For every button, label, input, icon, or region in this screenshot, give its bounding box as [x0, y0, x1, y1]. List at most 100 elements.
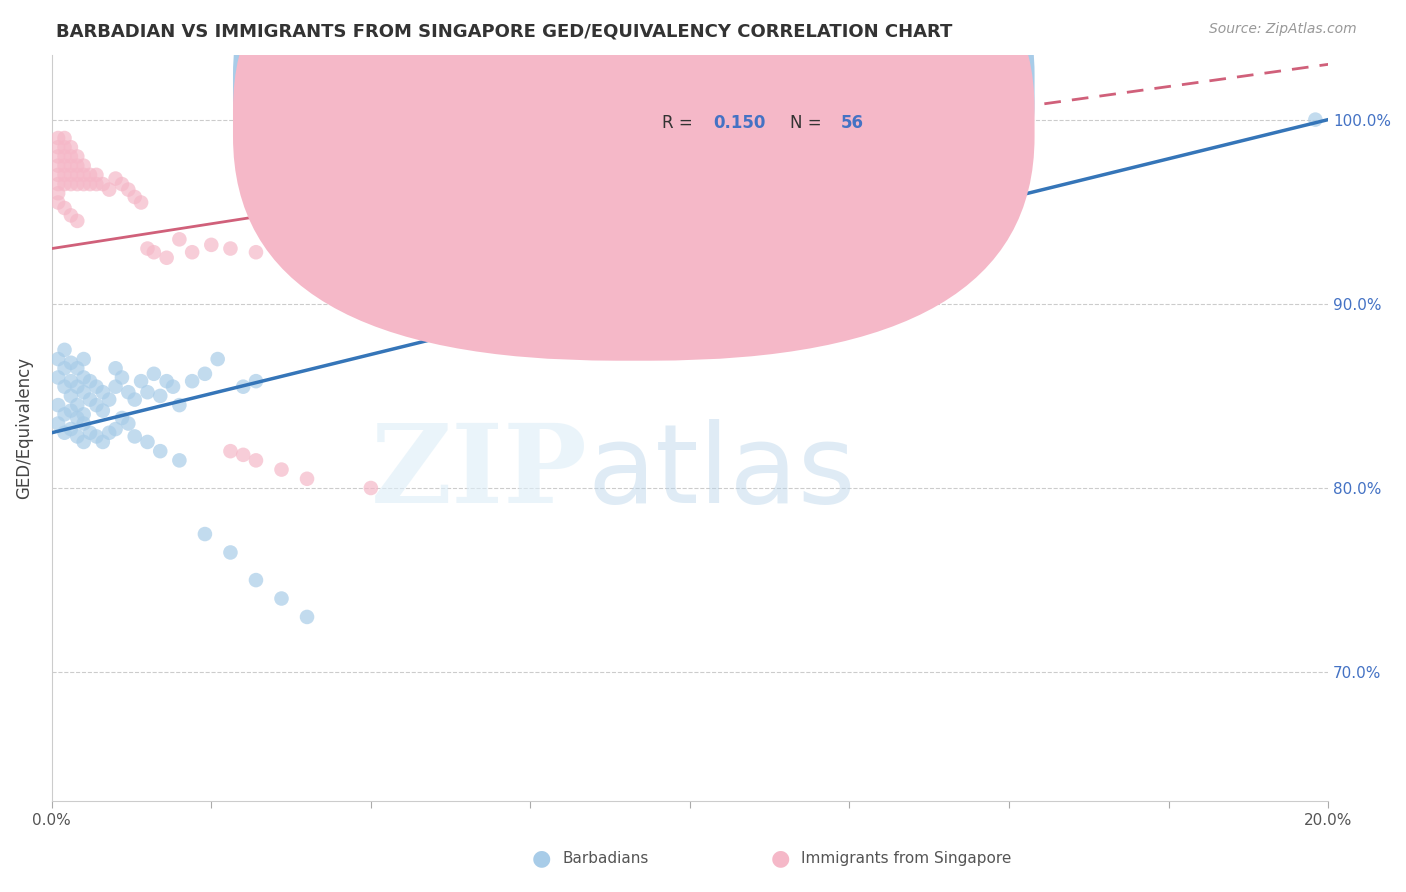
Point	[98, 392, 121, 407]
Point	[104, 361, 127, 376]
Point	[59, 422, 82, 436]
Text: ZIP: ZIP	[371, 419, 588, 526]
Point	[59, 177, 82, 191]
Point	[53, 361, 76, 376]
Point	[232, 448, 254, 462]
Point	[91, 434, 114, 449]
Text: N =: N =	[790, 113, 827, 132]
Point	[86, 177, 108, 191]
Point	[124, 392, 146, 407]
Point	[59, 356, 82, 370]
Point	[66, 159, 89, 173]
Point	[59, 389, 82, 403]
Point	[53, 140, 76, 154]
Point	[59, 149, 82, 163]
Point	[129, 374, 152, 388]
Point	[295, 245, 318, 260]
Point	[136, 434, 159, 449]
Point	[53, 380, 76, 394]
Point	[86, 380, 108, 394]
Point	[104, 422, 127, 436]
Point	[245, 374, 267, 388]
Point	[66, 380, 89, 394]
Point	[219, 545, 242, 559]
Point	[245, 453, 267, 467]
Point	[53, 407, 76, 421]
Point	[53, 168, 76, 182]
Point	[53, 343, 76, 357]
Text: R =: R =	[662, 113, 697, 132]
Point	[66, 411, 89, 425]
Point	[124, 429, 146, 443]
Point	[53, 201, 76, 215]
Point	[46, 168, 69, 182]
Point	[73, 168, 96, 182]
Point	[360, 481, 382, 495]
Point	[46, 195, 69, 210]
Point	[136, 385, 159, 400]
Point	[156, 251, 179, 265]
FancyBboxPatch shape	[233, 0, 1035, 360]
Point	[295, 472, 318, 486]
Text: Source: ZipAtlas.com: Source: ZipAtlas.com	[1209, 22, 1357, 37]
Point	[73, 385, 96, 400]
Point	[73, 417, 96, 431]
Point	[59, 140, 82, 154]
Point	[46, 159, 69, 173]
Point	[86, 429, 108, 443]
Text: 0.380: 0.380	[713, 79, 765, 97]
Point	[73, 352, 96, 367]
Point	[117, 385, 139, 400]
Point	[46, 417, 69, 431]
Point	[53, 131, 76, 145]
Text: N =: N =	[790, 79, 827, 97]
Point	[136, 242, 159, 256]
Point	[59, 208, 82, 222]
Point	[46, 352, 69, 367]
Point	[46, 140, 69, 154]
Point	[162, 380, 184, 394]
Point	[194, 527, 217, 541]
Point	[91, 385, 114, 400]
Point	[73, 177, 96, 191]
Point	[79, 425, 101, 440]
Text: ●: ●	[770, 848, 790, 868]
Point	[59, 159, 82, 173]
Point	[1305, 112, 1327, 127]
Point	[66, 398, 89, 412]
Point	[79, 168, 101, 182]
Point	[181, 245, 204, 260]
Point	[66, 429, 89, 443]
Point	[169, 232, 191, 246]
Point	[104, 380, 127, 394]
Text: ●: ●	[531, 848, 551, 868]
Point	[149, 444, 172, 458]
Point	[86, 168, 108, 182]
Point	[142, 367, 165, 381]
Point	[91, 177, 114, 191]
Point	[149, 389, 172, 403]
Point	[270, 462, 292, 476]
Point	[46, 131, 69, 145]
Text: 0.150: 0.150	[713, 113, 765, 132]
Point	[124, 190, 146, 204]
Point	[79, 374, 101, 388]
Point	[169, 398, 191, 412]
Point	[200, 238, 222, 252]
Point	[53, 149, 76, 163]
Point	[46, 370, 69, 384]
Point	[79, 392, 101, 407]
Y-axis label: GED/Equivalency: GED/Equivalency	[15, 357, 32, 500]
Point	[98, 183, 121, 197]
Point	[73, 407, 96, 421]
Point	[245, 573, 267, 587]
Point	[46, 186, 69, 201]
Point	[66, 168, 89, 182]
Point	[117, 417, 139, 431]
Point	[91, 403, 114, 417]
Point	[219, 242, 242, 256]
Point	[66, 177, 89, 191]
Point	[104, 171, 127, 186]
Point	[111, 177, 134, 191]
Point	[86, 398, 108, 412]
